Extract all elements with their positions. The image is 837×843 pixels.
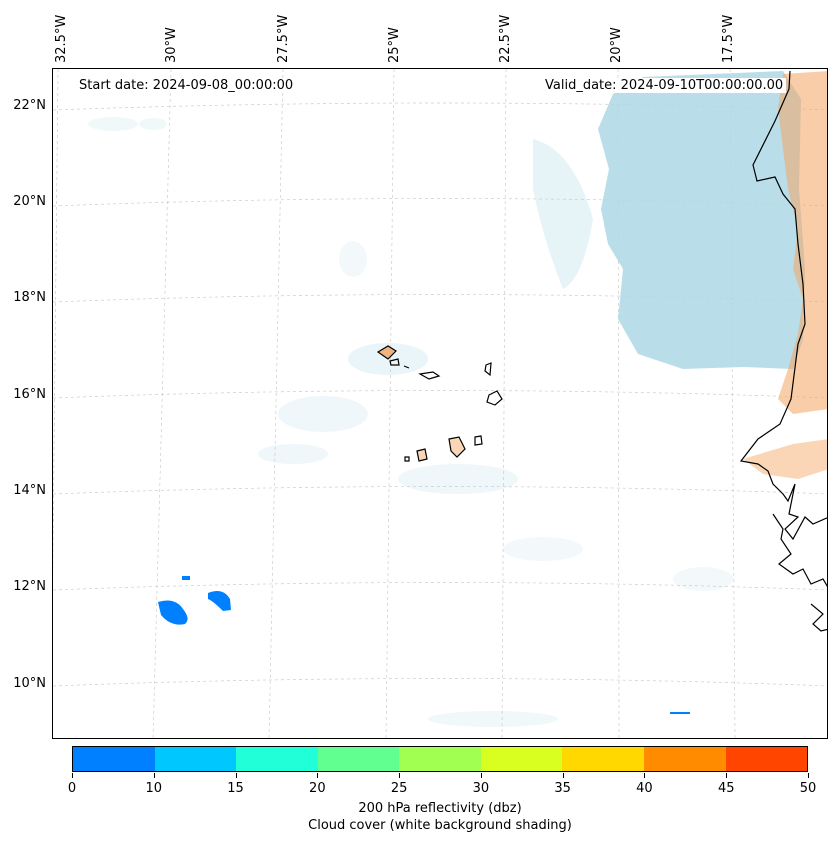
colorbar-segment — [236, 747, 318, 771]
colorbar-tick — [72, 773, 73, 778]
colorbar-subtitle: Cloud cover (white background shading) — [308, 818, 572, 833]
lat-label: 12°N — [13, 579, 46, 594]
colorbar-title: 200 hPa reflectivity (dbz) — [358, 801, 522, 816]
colorbar-segment — [562, 747, 644, 771]
colorbar-tick — [644, 773, 646, 778]
lat-label: 20°N — [13, 194, 46, 209]
lat-label: 18°N — [13, 290, 46, 305]
colorbar-tick — [562, 773, 564, 778]
valid-date-label: Valid_date: 2024-09-10T00:00:00.00 — [542, 78, 787, 93]
colorbar-tick — [726, 773, 728, 778]
colorbar-tick — [399, 773, 401, 778]
cloud-cover-shading — [88, 71, 805, 727]
colorbar-segment — [643, 747, 726, 771]
lat-label: 14°N — [13, 483, 46, 498]
colorbar-segment — [480, 747, 563, 771]
lon-label: 25°W — [387, 27, 402, 63]
colorbar-tick-label: 30 — [472, 781, 490, 796]
colorbar-segment — [725, 747, 808, 771]
colorbar-tick — [317, 773, 319, 778]
colorbar-tick-label: 10 — [145, 781, 163, 796]
colorbar-tick — [235, 773, 237, 778]
colorbar-tick-label: 0 — [67, 781, 77, 796]
graticule — [53, 69, 827, 738]
colorbar-segment — [317, 747, 400, 771]
lat-label: 22°N — [13, 98, 46, 113]
lon-label: 22.5°W — [498, 14, 513, 63]
colorbar-segment — [73, 747, 155, 771]
map-panel[interactable]: Start date: 2024-09-08_00:00:00 Valid_da… — [52, 68, 828, 739]
colorbar-tick-label: 15 — [227, 781, 244, 796]
lon-label: 32.5°W — [54, 14, 69, 63]
start-date-label: Start date: 2024-09-08_00:00:00 — [76, 78, 297, 93]
reflectivity-blobs — [158, 576, 690, 714]
colorbar-tick — [153, 773, 155, 778]
lon-label: 17.5°W — [721, 14, 736, 63]
lon-label: 27.5°W — [276, 14, 291, 63]
colorbar-tick-label: 45 — [717, 781, 735, 796]
colorbar-tick — [480, 773, 482, 778]
colorbar-tick-label: 20 — [309, 781, 326, 796]
colorbar-tick-label: 50 — [799, 781, 817, 796]
lat-label: 10°N — [13, 676, 46, 691]
reflectivity-colorbar — [72, 746, 808, 772]
colorbar-tick-label: 25 — [390, 781, 408, 796]
colorbar-tick-label: 35 — [554, 781, 571, 796]
lat-label: 16°N — [13, 387, 46, 402]
coastline — [376, 70, 827, 632]
colorbar-tick-label: 40 — [636, 781, 653, 796]
colorbar-tick — [808, 773, 809, 778]
map-canvas — [53, 69, 827, 738]
lon-label: 30°W — [164, 27, 179, 63]
lon-label: 20°W — [609, 27, 624, 63]
colorbar-segment — [154, 747, 237, 771]
colorbar-segment — [399, 747, 481, 771]
